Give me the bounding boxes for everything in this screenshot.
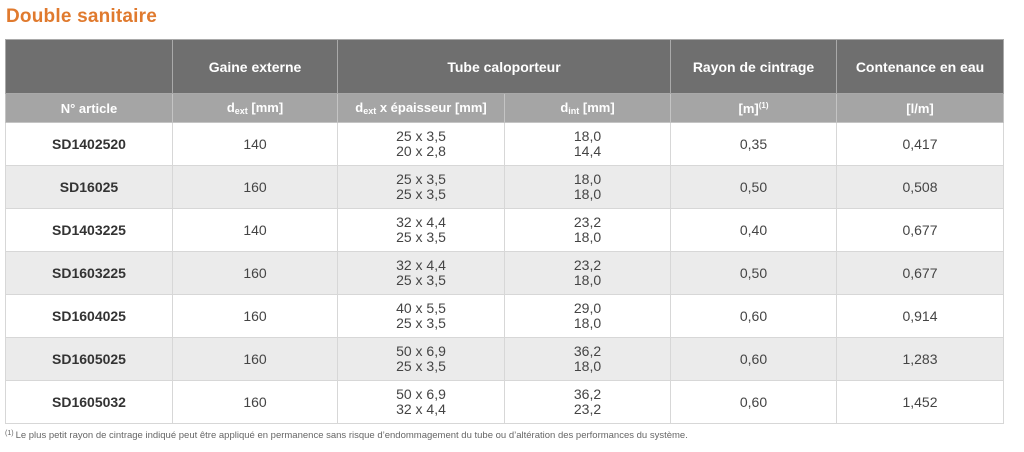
header-gaine: Gaine externe: [172, 39, 338, 94]
cell-dint-line: 29,0: [573, 300, 602, 316]
cell-dint-line: 36,2: [573, 386, 602, 402]
header-gaine-unit: dext [mm]: [172, 93, 338, 123]
header-article: N° article: [5, 93, 173, 123]
cell-rayon: 0,40: [670, 208, 837, 252]
cell-dint-line: 18,0: [573, 171, 602, 187]
cell-contenance: 0,914: [836, 294, 1004, 338]
cell-article: SD1402520: [5, 122, 173, 166]
cell-contenance: 0,508: [836, 165, 1004, 209]
cell-tube: 50 x 6,9 32 x 4,4: [337, 380, 505, 424]
cell-tube-line: 32 x 4,4: [396, 401, 446, 417]
cell-contenance: 1,283: [836, 337, 1004, 381]
cell-tube-line: 40 x 5,5: [396, 300, 446, 316]
header-row-units: N° article dext [mm] dext x épaisseur [m…: [5, 93, 1004, 123]
header-rayon-unit: [m](1): [670, 93, 837, 123]
cell-article: SD1605032: [5, 380, 173, 424]
cell-tube-line: 32 x 4,4: [396, 257, 446, 273]
cell-tube-line: 25 x 3,5: [396, 272, 446, 288]
cell-tube-line: 25 x 3,5: [396, 358, 446, 374]
cell-tube-line: 20 x 2,8: [396, 143, 446, 159]
cell-rayon: 0,50: [670, 165, 837, 209]
header-contenance: Contenance en eau: [836, 39, 1004, 94]
header-contenance-unit: [l/m]: [836, 93, 1004, 123]
cell-gaine: 140: [172, 122, 338, 166]
cell-tube: 32 x 4,4 25 x 3,5: [337, 251, 505, 295]
footnote-text: Le plus petit rayon de cintrage indiqué …: [15, 430, 688, 441]
cell-dint-line: 23,2: [573, 257, 602, 273]
cell-dint-line: 18,0: [573, 229, 602, 245]
cell-dint: 18,0 14,4: [504, 122, 671, 166]
cell-dint-line: 23,2: [573, 401, 602, 417]
cell-dint-line: 18,0: [573, 358, 602, 374]
footnote: (1) Le plus petit rayon de cintrage indiq…: [5, 430, 688, 441]
cell-tube: 50 x 6,9 25 x 3,5: [337, 337, 505, 381]
cell-rayon: 0,50: [670, 251, 837, 295]
cell-rayon: 0,60: [670, 337, 837, 381]
table-row: SD1605032 160 50 x 6,9 32 x 4,4 36,2 23,2 0,60…: [5, 380, 1004, 424]
cell-contenance: 1,452: [836, 380, 1004, 424]
cell-dint: 36,2 23,2: [504, 380, 671, 424]
header-empty: [5, 39, 173, 94]
cell-dint: 23,2 18,0: [504, 208, 671, 252]
cell-dint-line: 18,0: [573, 315, 602, 331]
cell-article: SD16025: [5, 165, 173, 209]
cell-article: SD1605025: [5, 337, 173, 381]
cell-tube: 25 x 3,5 20 x 2,8: [337, 122, 505, 166]
cell-tube-line: 25 x 3,5: [396, 186, 446, 202]
footnote-marker: (1): [5, 430, 14, 437]
cell-dint: 18,0 18,0: [504, 165, 671, 209]
cell-gaine: 160: [172, 294, 338, 338]
cell-contenance: 0,417: [836, 122, 1004, 166]
table-row: SD1603225 160 32 x 4,4 25 x 3,5 23,2 18,0 0,50…: [5, 251, 1004, 295]
cell-dint-line: 36,2: [573, 343, 602, 359]
cell-article: SD1604025: [5, 294, 173, 338]
table-row: SD1605025 160 50 x 6,9 25 x 3,5 36,2 18,0 0,60…: [5, 337, 1004, 381]
cell-tube: 32 x 4,4 25 x 3,5: [337, 208, 505, 252]
cell-tube: 25 x 3,5 25 x 3,5: [337, 165, 505, 209]
cell-tube-line: 32 x 4,4: [396, 214, 446, 230]
cell-rayon: 0,35: [670, 122, 837, 166]
cell-dint: 29,0 18,0: [504, 294, 671, 338]
cell-gaine: 160: [172, 380, 338, 424]
header-tube: Tube caloporteur: [337, 39, 671, 94]
cell-contenance: 0,677: [836, 251, 1004, 295]
page-title: Double sanitaire: [6, 6, 158, 27]
cell-dint-line: 18,0: [573, 128, 602, 144]
cell-tube: 40 x 5,5 25 x 3,5: [337, 294, 505, 338]
cell-tube-line: 50 x 6,9: [396, 343, 446, 359]
cell-dint-line: 18,0: [573, 186, 602, 202]
cell-gaine: 160: [172, 337, 338, 381]
cell-rayon: 0,60: [670, 380, 837, 424]
spec-table: Gaine externe Tube caloporteur Rayon de …: [5, 39, 1004, 424]
cell-tube-line: 25 x 3,5: [396, 128, 446, 144]
cell-article: SD1603225: [5, 251, 173, 295]
cell-article: SD1403225: [5, 208, 173, 252]
cell-gaine: 140: [172, 208, 338, 252]
cell-contenance: 0,677: [836, 208, 1004, 252]
header-dint-unit: dint [mm]: [504, 93, 671, 123]
cell-dint: 36,2 18,0: [504, 337, 671, 381]
cell-dint: 23,2 18,0: [504, 251, 671, 295]
cell-tube-line: 25 x 3,5: [396, 171, 446, 187]
cell-dint-line: 23,2: [573, 214, 602, 230]
cell-rayon: 0,60: [670, 294, 837, 338]
header-tube-dext-unit: dext x épaisseur [mm]: [337, 93, 505, 123]
cell-tube-line: 50 x 6,9: [396, 386, 446, 402]
table-row: SD1402520 140 25 x 3,5 20 x 2,8 18,0 14,4 0,35…: [5, 122, 1004, 166]
cell-tube-line: 25 x 3,5: [396, 229, 446, 245]
table-row: SD16025 160 25 x 3,5 25 x 3,5 18,0 18,0 0,50 0,…: [5, 165, 1004, 209]
cell-gaine: 160: [172, 251, 338, 295]
cell-gaine: 160: [172, 165, 338, 209]
cell-dint-line: 18,0: [573, 272, 602, 288]
cell-tube-line: 25 x 3,5: [396, 315, 446, 331]
header-rayon: Rayon de cintrage: [670, 39, 837, 94]
cell-dint-line: 14,4: [573, 143, 602, 159]
table-row: SD1403225 140 32 x 4,4 25 x 3,5 23,2 18,0 0,40…: [5, 208, 1004, 252]
table-row: SD1604025 160 40 x 5,5 25 x 3,5 29,0 18,0 0,60…: [5, 294, 1004, 338]
header-row-main: Gaine externe Tube caloporteur Rayon de …: [5, 39, 1004, 94]
